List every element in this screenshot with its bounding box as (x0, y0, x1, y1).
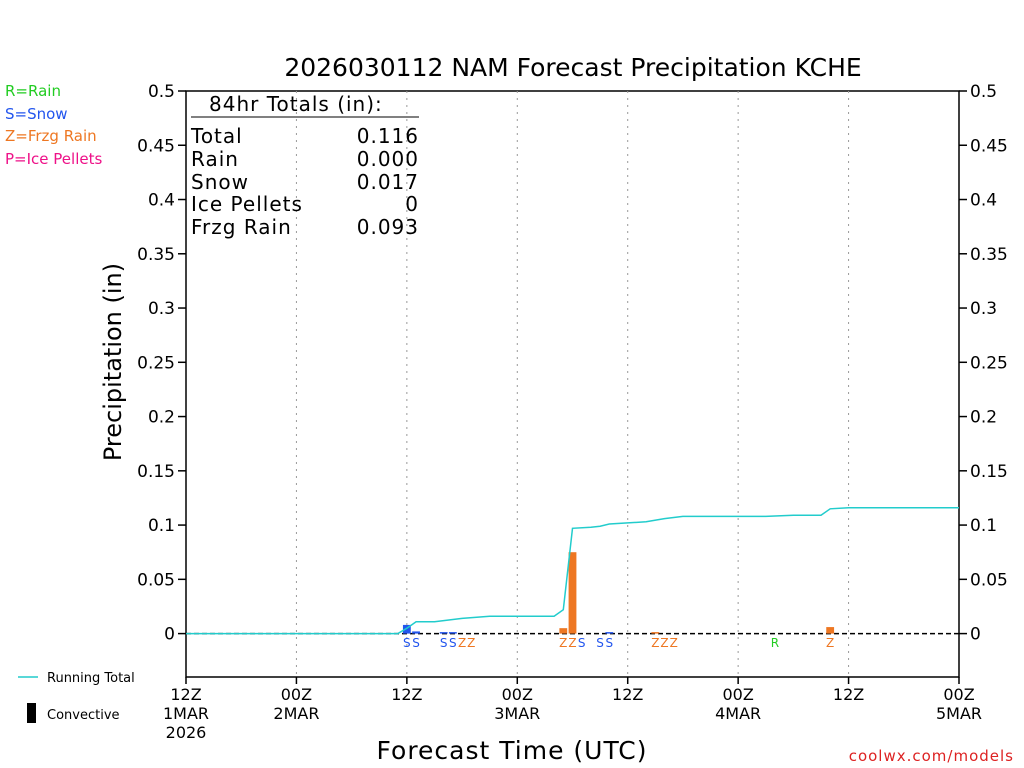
totals-snow-value: 0.017 (357, 170, 419, 194)
y-tick-label-right: 0.35 (970, 245, 1008, 265)
y-tick-label-right: 0.2 (970, 408, 997, 428)
y-tick-label-right: 0.45 (970, 136, 1008, 156)
chart-title: 2026030112 NAM Forecast Precipitation KC… (284, 53, 861, 82)
x-axis-title: Forecast Time (UTC) (377, 736, 648, 765)
y-tick-label-right: 0.1 (970, 516, 997, 536)
precip-type-label: Z (559, 636, 567, 650)
y-tick-label-left: 0.2 (148, 408, 175, 428)
precip-bar (448, 632, 457, 634)
y-axis-title: Precipitation (in) (99, 263, 127, 461)
x-tick-label: 00Z (281, 685, 312, 704)
precip-type-label: S (403, 636, 411, 650)
plot-frame (185, 90, 960, 678)
legend-rain: R=Rain (5, 82, 61, 100)
y-axis-ticks: 0.5 0.5 0.45 0.45 0.4 0.4 0.35 0.35 0.3 0.3 0.25 0.… (137, 82, 1008, 645)
x-tick-label: 2MAR (273, 704, 319, 723)
y-tick-label-left: 0.4 (148, 191, 175, 211)
x-tick-label: 00Z (722, 685, 753, 704)
x-tick-label: 3MAR (494, 704, 540, 723)
totals-rain-value: 0.000 (357, 147, 419, 171)
precip-type-label: S (596, 636, 604, 650)
totals-ice-pellets-value: 0 (405, 192, 419, 216)
type-legend: R=Rain S=Snow Z=Frzg Rain P=Ice Pellets (5, 82, 102, 168)
totals-rain-label: Rain (191, 147, 239, 171)
totals-snow-label: Snow (191, 170, 249, 194)
precip-type-label: S (412, 636, 420, 650)
totals-frzg-rain-label: Frzg Rain (191, 215, 292, 239)
totals-ice-pellets-label: Ice Pellets (191, 192, 303, 216)
x-tick-label: 12Z (833, 685, 864, 704)
y-tick-label-right: 0.05 (970, 570, 1008, 590)
y-tick-label-left: 0.1 (148, 516, 175, 536)
y-tick-label-left: 0.15 (137, 462, 175, 482)
y-tick-label-left: 0.3 (148, 299, 175, 319)
precip-type-label: S (578, 636, 586, 650)
convective-legend-swatch (27, 703, 36, 723)
totals-frzg-rain-value: 0.093 (357, 215, 419, 239)
precip-bars (402, 552, 835, 634)
x-tick-label: 2026 (166, 723, 207, 742)
precip-type-label: Z (826, 636, 834, 650)
legend-snow: S=Snow (5, 105, 68, 123)
precip-type-label: S (440, 636, 448, 650)
y-tick-label-right: 0.15 (970, 462, 1008, 482)
credit-text: coolwx.com/models (849, 747, 1014, 765)
running-total-line (186, 506, 959, 635)
precip-type-label: R (771, 636, 779, 650)
precip-bar (605, 632, 614, 634)
precip-bar (568, 552, 577, 634)
precip-bar (439, 632, 448, 634)
precip-type-label: Z (458, 636, 466, 650)
y-tick-label-right: 0.25 (970, 353, 1008, 373)
precip-type-label: S (605, 636, 613, 650)
precip-bar (826, 627, 835, 634)
totals-total-label: Total (190, 124, 243, 148)
y-tick-label-left: 0.5 (148, 82, 175, 102)
precip-type-label: Z (651, 636, 659, 650)
x-tick-label: 00Z (943, 685, 974, 704)
x-tick-label: 12Z (391, 685, 422, 704)
x-tick-label: 5MAR (936, 704, 982, 723)
precip-type-label: Z (467, 636, 475, 650)
precip-bar (559, 628, 568, 634)
x-tick-label: 1MAR (163, 704, 209, 723)
x-tick-label: 00Z (502, 685, 533, 704)
totals-box: 84hr Totals (in): Total 0.116 Rain 0.000… (190, 92, 419, 239)
totals-total-value: 0.116 (357, 124, 419, 148)
y-tick-label-left: 0.25 (137, 353, 175, 373)
precip-bar (412, 631, 420, 634)
x-tick-label: 12Z (612, 685, 643, 704)
totals-heading: 84hr Totals (in): (209, 92, 383, 116)
y-tick-label-left: 0.35 (137, 245, 175, 265)
x-tick-label: 12Z (170, 685, 201, 704)
running-total-legend-label: Running Total (47, 671, 135, 686)
y-tick-label-right: 0 (970, 625, 981, 645)
precip-type-label: Z (670, 636, 678, 650)
line-legend: Running Total Convective (18, 671, 135, 723)
y-tick-label-left: 0.45 (137, 136, 175, 156)
precip-type-label: Z (660, 636, 668, 650)
x-tick-label: 4MAR (715, 704, 761, 723)
legend-frzg-rain: Z=Frzg Rain (5, 127, 97, 145)
legend-ice-pellets: P=Ice Pellets (5, 150, 102, 168)
convective-legend-label: Convective (47, 708, 120, 723)
running-total-group (186, 506, 959, 635)
precip-type-label: S (449, 636, 457, 650)
precip-type-label: Z (568, 636, 576, 650)
y-tick-label-right: 0.3 (970, 299, 997, 319)
y-tick-label-left: 0.05 (137, 570, 175, 590)
y-tick-label-right: 0.4 (970, 191, 997, 211)
y-tick-label-right: 0.5 (970, 82, 997, 102)
precip-bar (651, 632, 660, 634)
y-tick-label-left: 0 (164, 625, 175, 645)
precip-bar (402, 624, 411, 634)
